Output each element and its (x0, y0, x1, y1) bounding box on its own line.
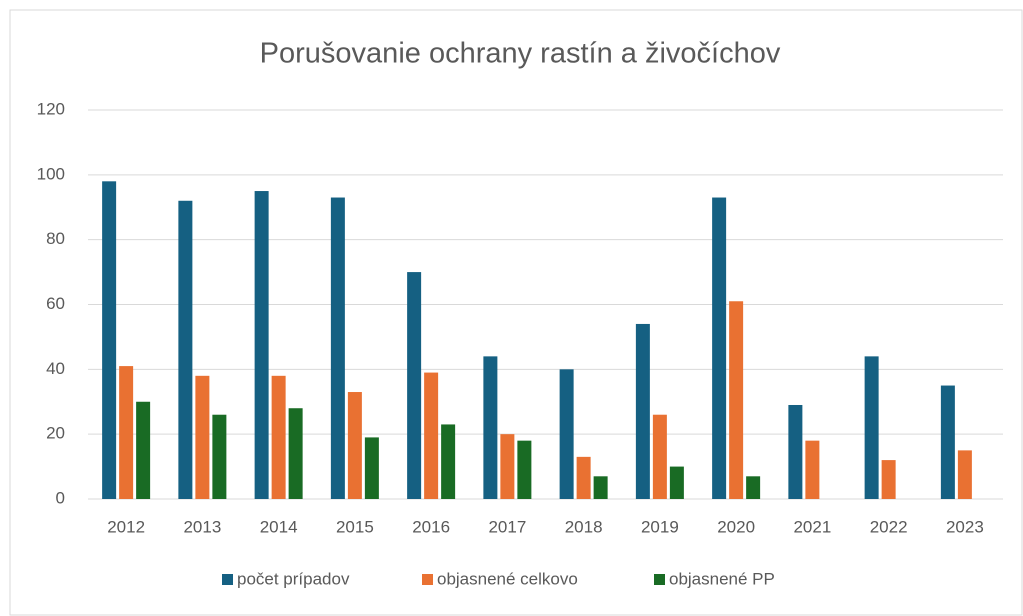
bar (330, 197, 345, 499)
chart-title: Porušovanie ochrany rastín a živočíchov (260, 38, 781, 70)
x-tick-label: 2017 (488, 517, 526, 536)
y-tick-label: 0 (56, 488, 65, 507)
x-tick-label: 2013 (183, 517, 221, 536)
bar (102, 181, 117, 500)
bar (212, 414, 227, 499)
bar (746, 476, 761, 499)
bar (483, 356, 498, 499)
y-tick-label: 80 (46, 229, 65, 248)
bar (500, 434, 515, 499)
bar (957, 450, 972, 499)
x-tick-label: 2015 (336, 517, 374, 536)
bar (593, 476, 608, 499)
bar (712, 197, 727, 499)
bar (364, 437, 379, 499)
bar (424, 372, 439, 499)
bar (635, 323, 650, 499)
bar (178, 200, 193, 499)
bar (347, 392, 362, 499)
legend-label: objasnené PP (669, 569, 775, 588)
x-tick-label: 2021 (793, 517, 831, 536)
x-tick-label: 2022 (870, 517, 908, 536)
y-tick-label: 60 (46, 294, 65, 313)
x-tick-label: 2012 (107, 517, 145, 536)
bar (195, 375, 210, 499)
legend-label: objasnené celkovo (437, 569, 578, 588)
bar (669, 466, 684, 499)
bar (517, 440, 532, 499)
x-tick-label: 2018 (565, 517, 603, 536)
legend-swatch (222, 574, 233, 585)
bar (729, 301, 744, 499)
y-tick-label: 40 (46, 359, 65, 378)
bar (559, 369, 574, 499)
bar (864, 356, 879, 499)
bar (576, 456, 591, 499)
legend-swatch (654, 574, 665, 585)
legend-swatch (422, 574, 433, 585)
bar (788, 404, 803, 499)
bar (119, 366, 134, 499)
bar (940, 385, 955, 499)
bar (441, 424, 456, 499)
bar (881, 460, 896, 499)
x-tick-label: 2016 (412, 517, 450, 536)
bar (136, 401, 151, 499)
x-tick-label: 2020 (717, 517, 755, 536)
x-tick-label: 2019 (641, 517, 679, 536)
bar (805, 440, 820, 499)
y-tick-label: 100 (37, 164, 65, 183)
x-tick-label: 2014 (260, 517, 298, 536)
bar (254, 191, 269, 499)
bar (652, 414, 667, 499)
y-tick-label: 20 (46, 424, 65, 443)
bar (288, 408, 303, 499)
x-tick-label: 2023 (946, 517, 984, 536)
legend-label: počet prípadov (237, 569, 350, 588)
bar (271, 375, 286, 499)
bar (407, 272, 422, 499)
y-tick-label: 120 (37, 99, 65, 118)
